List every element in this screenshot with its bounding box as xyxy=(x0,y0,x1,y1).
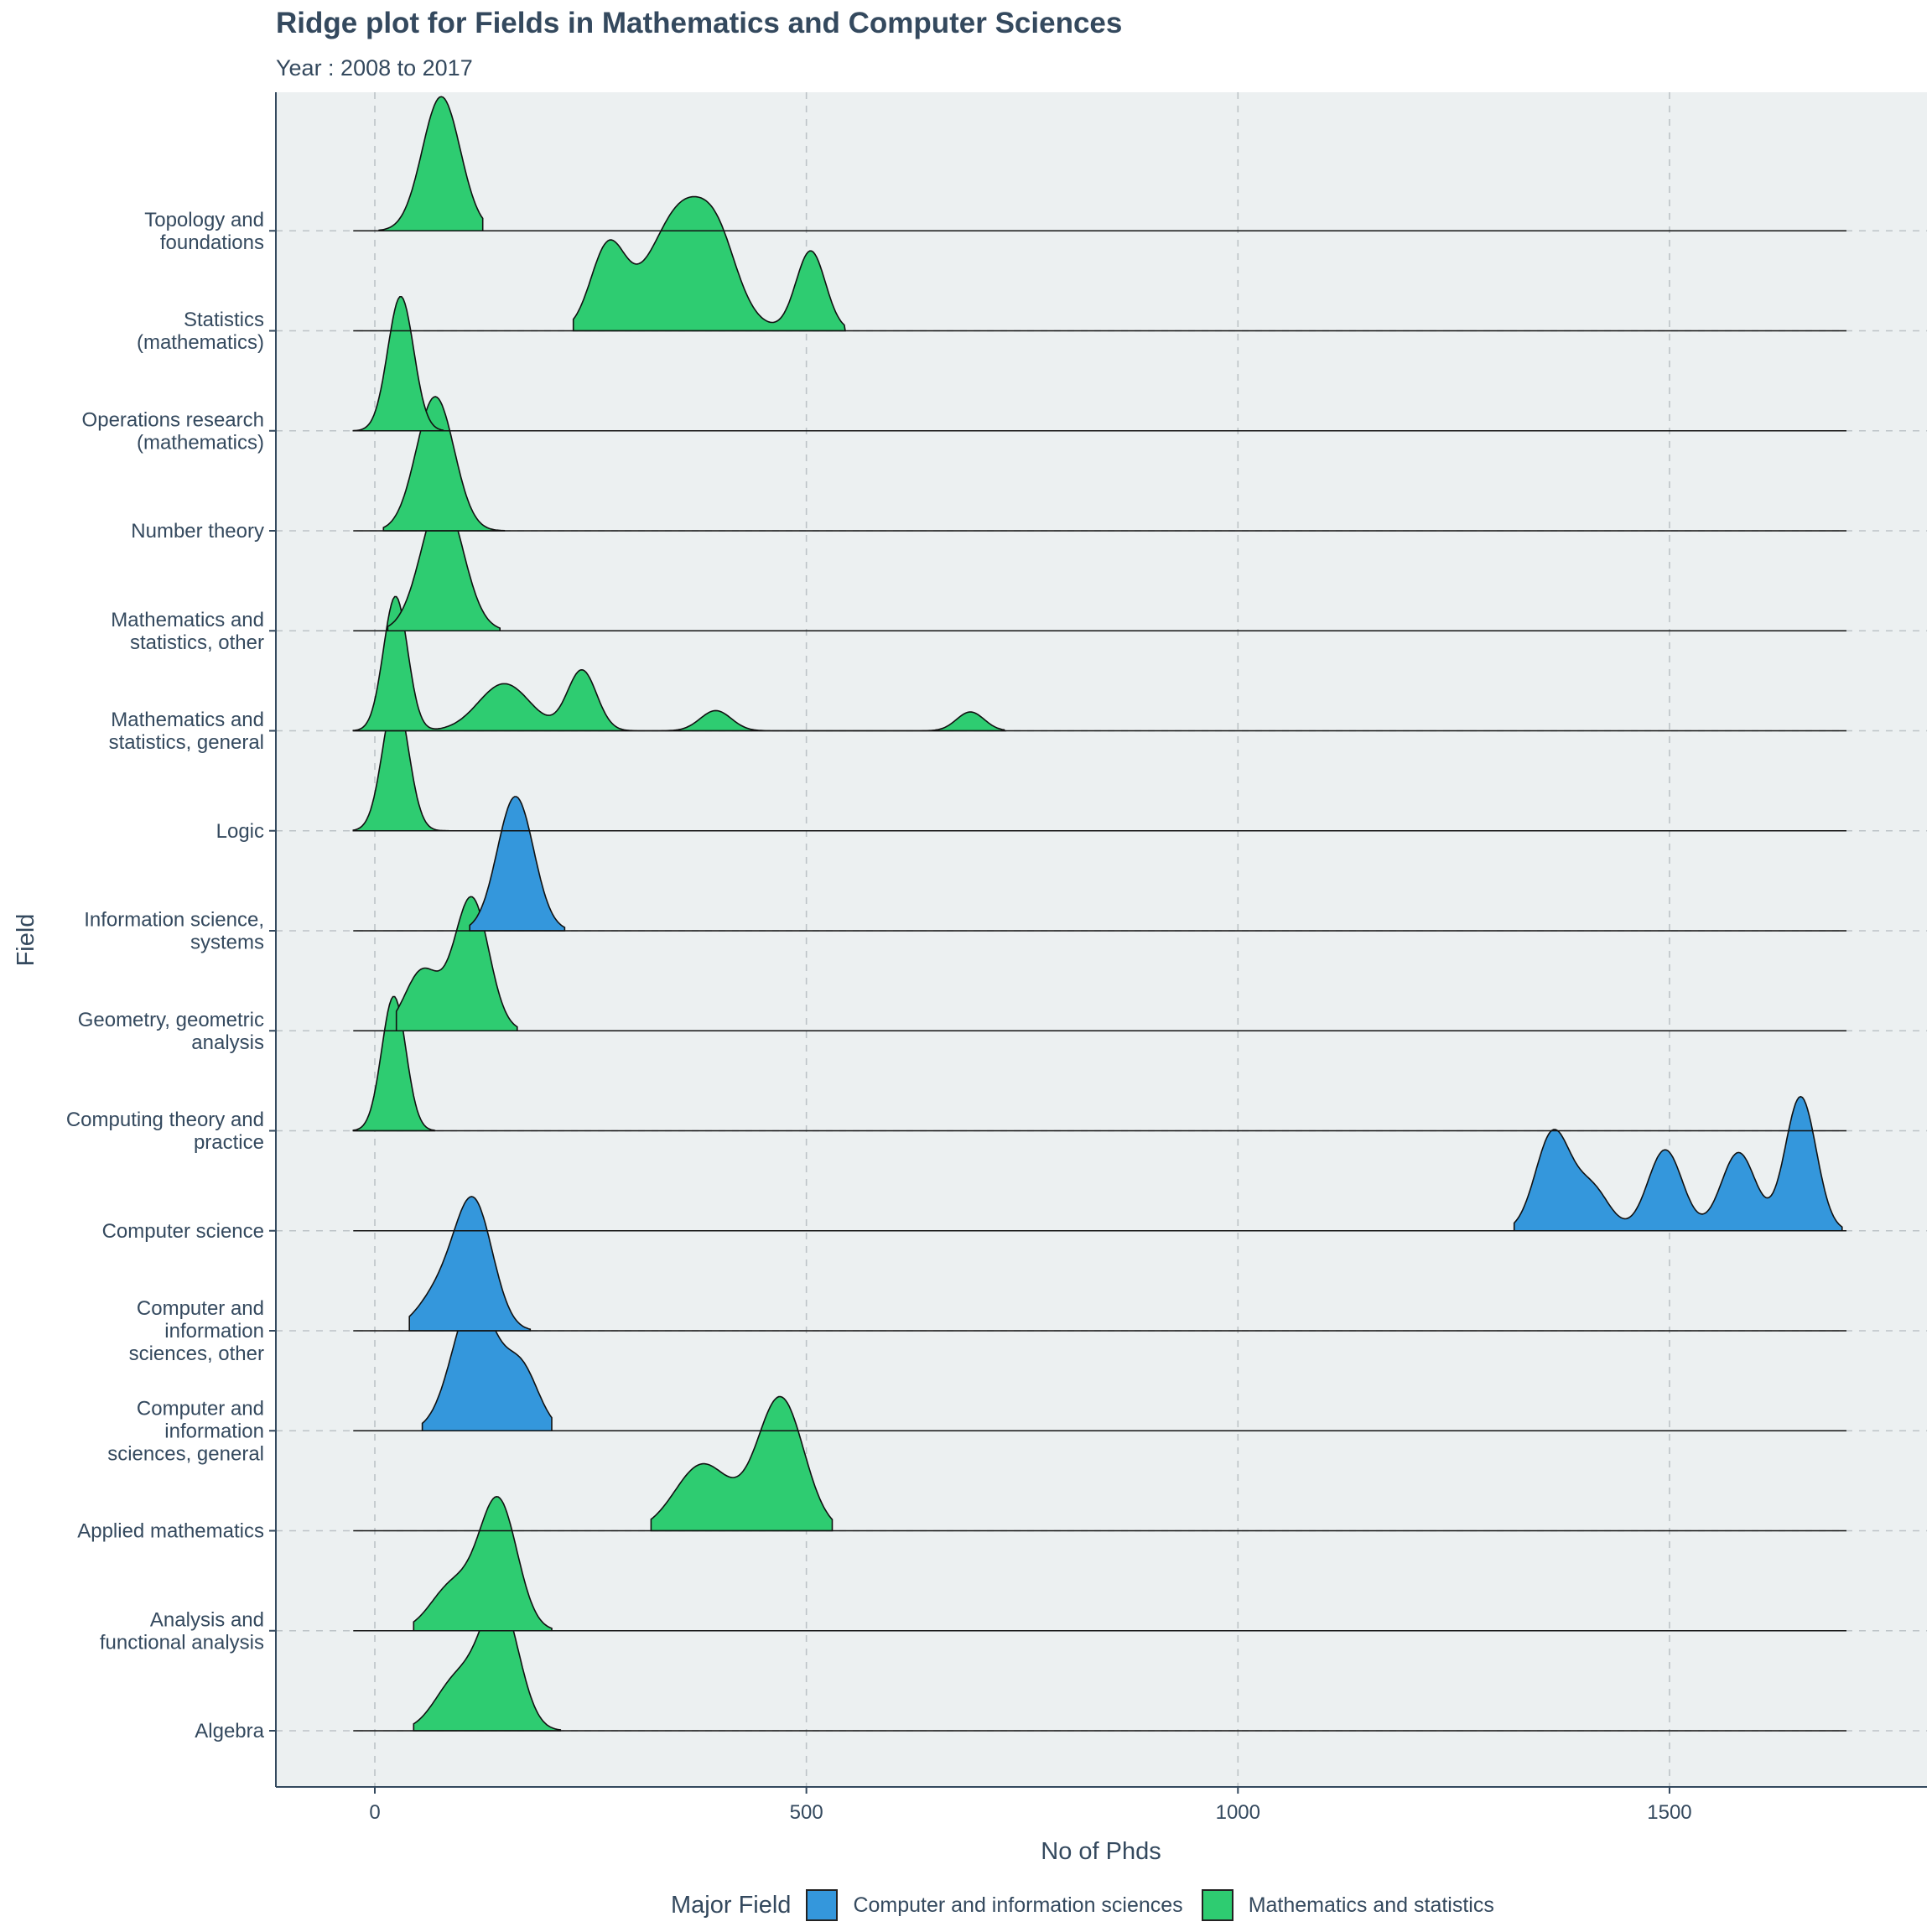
ridge-analysis-and-functional-analysis xyxy=(353,1495,1846,1632)
y-tick-label: Mathematics and statistics, other xyxy=(111,609,264,654)
y-tick-label-line: analysis xyxy=(191,1031,264,1054)
x-tick-label: 0 xyxy=(369,1801,380,1824)
y-tick-label: Algebra xyxy=(195,1720,264,1742)
y-tick-label-line: Topology and xyxy=(144,209,264,231)
ridge-area xyxy=(469,796,566,932)
y-axis-title: Field xyxy=(13,914,39,967)
y-tick-label: Computer and information sciences, general xyxy=(107,1397,264,1465)
y-tick-label-line: Information science, xyxy=(84,909,264,932)
legend-swatch-cis xyxy=(806,1889,839,1921)
ridge-statistics-mathematics- xyxy=(353,195,1846,332)
y-tick-label: Statistics (mathematics) xyxy=(137,309,264,354)
ridge-area xyxy=(382,396,506,532)
legend-item-math: Mathematics and statistics xyxy=(1201,1889,1494,1921)
y-tick-label-line: Computing theory and xyxy=(66,1109,264,1131)
legend: Major Field Computer and information sci… xyxy=(671,1889,1513,1921)
y-tick-label-line: statistics, general xyxy=(109,731,264,754)
ridge-area xyxy=(352,995,436,1132)
legend-swatch-math xyxy=(1201,1889,1233,1921)
y-tick-label: Computing theory and practice xyxy=(66,1109,264,1154)
y-tick-label-line: Mathematics and xyxy=(111,609,264,631)
ridge-topology-and-foundations xyxy=(353,96,1846,232)
y-tick-label-line: sciences, general xyxy=(107,1442,264,1465)
ridge-information-science-systems xyxy=(353,796,1846,932)
ridge-area xyxy=(352,296,446,432)
ridge-area xyxy=(1513,1095,1843,1232)
y-tick-label-line: information xyxy=(164,1420,264,1442)
legend-label-cis: Computer and information sciences xyxy=(853,1893,1183,1917)
y-tick-label: Computer science xyxy=(102,1220,264,1243)
y-tick-labels: Algebra Analysis and functional analysis Ap… xyxy=(66,209,265,1742)
x-tick-label: 500 xyxy=(790,1801,823,1824)
y-tick-label-line: Computer and xyxy=(137,1397,264,1420)
y-tick-label: Analysis and functional analysis xyxy=(100,1608,264,1654)
y-tick-label-line: Geometry, geometric xyxy=(78,1009,264,1031)
y-tick-label: Applied mathematics xyxy=(77,1520,264,1543)
ridge-area xyxy=(408,1196,532,1332)
y-tick-label: Number theory xyxy=(131,520,264,543)
y-tick-label-line: systems xyxy=(190,932,264,954)
y-tick-label: Information science, systems xyxy=(84,909,264,954)
ridge-operations-research-mathematics- xyxy=(352,296,1846,432)
ridge-geometry-geometric-analysis xyxy=(353,896,1846,1032)
ridge-area xyxy=(395,896,518,1032)
y-tick-label-line: Computer science xyxy=(102,1220,264,1243)
y-tick-label: Mathematics and statistics, general xyxy=(109,709,264,754)
x-tick-label: 1000 xyxy=(1216,1801,1260,1824)
plot-panel xyxy=(276,92,1927,1787)
ridge-layer xyxy=(352,96,1846,1732)
ridge-number-theory xyxy=(353,396,1846,532)
y-tick-label-line: Operations research xyxy=(82,408,264,431)
ridge-computing-theory-and-practice xyxy=(352,995,1846,1132)
x-axis-title: No of Phds xyxy=(1041,1838,1161,1865)
chart-subtitle: Year : 2008 to 2017 xyxy=(276,55,473,80)
y-tick-label: Operations research (mathematics) xyxy=(82,408,264,454)
chart-title: Ridge plot for Fields in Mathematics and… xyxy=(276,7,1123,39)
y-tick-label-line: statistics, other xyxy=(130,631,264,654)
legend-label-math: Mathematics and statistics xyxy=(1248,1893,1494,1917)
ridge-computer-science xyxy=(353,1095,1846,1232)
y-tick-label-line: (mathematics) xyxy=(137,331,264,354)
ridge-computer-and-information-sciences-other xyxy=(353,1196,1846,1332)
ridge-area xyxy=(572,195,846,332)
x-tick-labels: 0 500 1000 1500 xyxy=(369,1801,1691,1824)
y-tick-label: Topology and foundations xyxy=(144,209,264,254)
legend-title: Major Field xyxy=(671,1891,792,1919)
y-tick-label-line: foundations xyxy=(160,231,264,254)
y-tick-label-line: practice xyxy=(194,1131,264,1154)
y-tick-label-line: functional analysis xyxy=(100,1631,264,1654)
y-tick-label-line: Applied mathematics xyxy=(77,1520,264,1543)
y-tick-label-line: Mathematics and xyxy=(111,709,264,731)
y-tick-label-line: Algebra xyxy=(195,1720,264,1742)
ridge-area xyxy=(413,1495,553,1632)
ridge-mathematics-and-statistics-general xyxy=(352,595,1846,732)
y-tick-label-line: Analysis and xyxy=(150,1608,264,1631)
y-tick-label-line: Statistics xyxy=(184,309,264,331)
y-tick-label-line: Logic xyxy=(216,820,264,843)
y-tick-label-line: information xyxy=(164,1320,264,1343)
y-tick-label: Geometry, geometric analysis xyxy=(78,1009,264,1054)
y-tick-label-line: sciences, other xyxy=(129,1343,264,1365)
x-tick-label: 1500 xyxy=(1647,1801,1691,1824)
y-tick-label-line: Computer and xyxy=(137,1297,264,1320)
y-tick-label-line: (mathematics) xyxy=(137,431,264,454)
legend-item-cis: Computer and information sciences xyxy=(806,1889,1183,1921)
ridge-area xyxy=(378,96,484,232)
y-tick-label-line: Number theory xyxy=(131,520,264,543)
y-tick-label: Logic xyxy=(216,820,264,843)
y-tick-label: Computer and information sciences, other xyxy=(129,1297,264,1365)
